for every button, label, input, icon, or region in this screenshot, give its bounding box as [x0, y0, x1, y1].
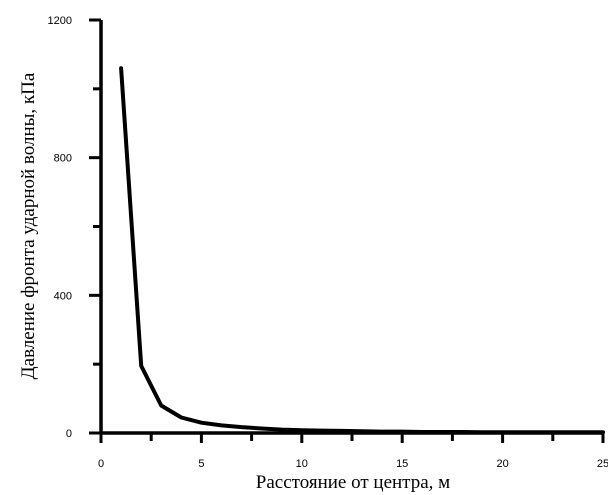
y-axis-title: Давление фронта ударной волны, кПа: [18, 72, 39, 379]
ticks: 0 400 800 1200 0 5 10 15 20 25: [48, 15, 608, 470]
axes: [99, 20, 603, 435]
y-tick-label: 1200: [48, 15, 72, 27]
x-tick-label: 15: [396, 458, 408, 470]
y-tick-label: 400: [54, 290, 72, 302]
x-tick-label: 10: [296, 458, 308, 470]
x-tick-label: 25: [597, 458, 608, 470]
x-tick-label: 0: [98, 458, 104, 470]
x-tick-label: 20: [496, 458, 508, 470]
y-tick-label: 800: [54, 153, 72, 165]
series-line-1: [119, 66, 605, 435]
y-tick-label: 0: [66, 428, 72, 440]
plot-area: [119, 66, 605, 435]
x-tick-label: 5: [198, 458, 204, 470]
x-axis-title: Расстояние от центра, м: [256, 472, 450, 493]
